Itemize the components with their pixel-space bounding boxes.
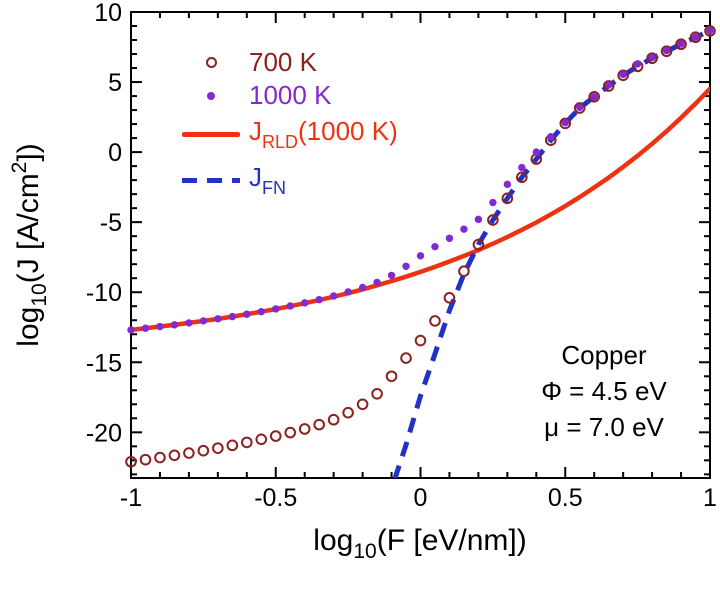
y-tick-label: -5 xyxy=(100,209,122,237)
x-axis-title: log10(F [eV/nm]) xyxy=(313,524,526,563)
series-1000K-markers xyxy=(127,26,714,334)
x-tick-label: 0.5 xyxy=(548,484,583,512)
y-tick-label: 10 xyxy=(94,0,122,27)
legend-label-jrld: JRLD(1000 K) xyxy=(249,116,398,152)
y-tick-labels: 10 5 0 -5 -10 -15 -20 xyxy=(86,0,122,447)
axis-ticks xyxy=(130,11,711,478)
annotation-material: Copper xyxy=(561,340,647,370)
x-tick-label: -0.5 xyxy=(254,484,297,512)
legend-item-700K: 700 K xyxy=(181,46,398,79)
legend-label-1000K: 1000 K xyxy=(249,80,332,110)
filled-dot-marker-icon xyxy=(181,91,241,100)
x-tick-label: 1 xyxy=(703,484,717,512)
legend: 700 K 1000 K JRLD(1000 K) JFN xyxy=(181,46,398,204)
annotation-workfunction: Φ = 4.5 eV xyxy=(541,376,667,406)
legend-label-700K: 700 K xyxy=(249,47,317,77)
dashed-line-marker-icon xyxy=(181,178,241,183)
legend-item-jfn: JFN xyxy=(181,157,398,204)
annotation-block: Copper Φ = 4.5 eV μ = 7.0 eV xyxy=(489,337,719,445)
legend-item-jrld: JRLD(1000 K) xyxy=(181,112,398,157)
x-tick-label: 0 xyxy=(414,484,428,512)
y-tick-label: 0 xyxy=(108,139,122,167)
x-tick-labels: -1 -0.5 0 0.5 1 xyxy=(120,484,717,512)
legend-item-1000K: 1000 K xyxy=(181,79,398,112)
series-jrld-line xyxy=(131,86,710,333)
legend-label-jfn: JFN xyxy=(249,162,286,198)
y-tick-label: -15 xyxy=(86,349,122,377)
y-tick-label: 5 xyxy=(108,69,122,97)
solid-line-marker-icon xyxy=(181,132,241,137)
y-axis-title: log10(J [A/cm2]) xyxy=(8,143,51,346)
x-tick-label: -1 xyxy=(120,484,142,512)
annotation-fermi-level: μ = 7.0 eV xyxy=(544,412,664,442)
open-circle-marker-icon xyxy=(181,57,241,68)
y-tick-label: -20 xyxy=(86,419,122,447)
series-700K-markers xyxy=(125,25,716,468)
y-tick-label: -10 xyxy=(86,279,122,307)
